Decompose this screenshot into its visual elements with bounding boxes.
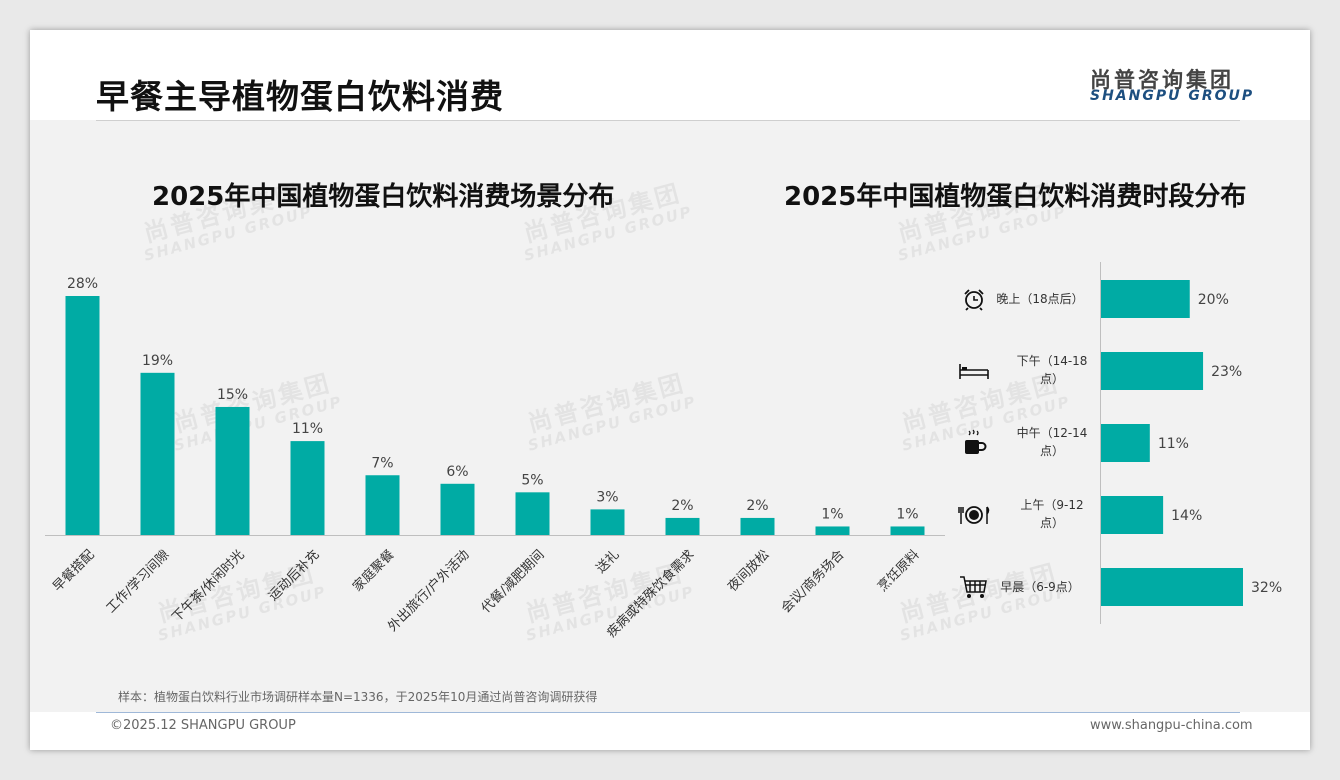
time-bar-chart: 20% 晚上（18点后） 23% 下午（14-18 点） 11% 中午（12-14 点） 14%… [958,262,1282,624]
bar [815,526,850,535]
time-chart-title: 2025年中国植物蛋白饮料消费时段分布 [784,182,1247,212]
data-label: 32% [1251,580,1282,596]
data-label: 3% [596,489,618,505]
bar [740,517,775,535]
footer-divider [96,712,1240,713]
bar [215,406,250,535]
header-divider [96,120,1240,121]
bar [515,492,550,535]
data-label: 11% [1158,436,1189,452]
category-label: 早晨（6-9点） [1000,580,1080,594]
data-label: 6% [446,464,468,480]
category-label: 点） [1040,444,1064,458]
bar [1101,280,1190,318]
data-label: 28% [67,276,98,292]
scene-bar-chart: 28%早餐搭配19%工作/学习间隙15%下午茶/休闲时光11%运动后补充7%家庭… [45,276,945,641]
bar [140,372,175,535]
bar [440,483,475,535]
category-label: 点） [1040,372,1064,386]
slide: 早餐主导植物蛋白饮料消费 尚普咨询集团 SHANGPU GROUP 尚普咨询集团… [30,30,1310,750]
category-label: 晚上（18点后） [996,292,1083,306]
logo-cn: 尚普咨询集团 [1090,68,1234,92]
category-label: 下午（14-18 [1017,354,1088,368]
bar [590,509,625,535]
coffee-cup-icon [965,429,987,454]
bar [1101,424,1150,462]
data-label: 2% [746,498,768,514]
data-label: 2% [671,498,693,514]
page-title: 早餐主导植物蛋白饮料消费 [96,77,504,116]
bar [290,441,325,535]
shopping-cart-icon [960,576,987,598]
bar [65,296,100,535]
data-label: 23% [1211,364,1242,380]
data-label: 19% [142,353,173,369]
category-label: 中午（12-14 [1017,425,1088,440]
bar [665,517,700,535]
logo-en: SHANGPU GROUP [1090,88,1255,104]
bar [890,526,925,535]
data-label: 20% [1198,292,1229,308]
data-label: 15% [217,387,248,403]
data-label: 5% [521,472,543,488]
data-label: 7% [371,455,393,471]
dining-plate-icon [958,506,990,524]
bar [365,475,400,535]
bar [1101,496,1164,534]
copyright: ©2025.12 SHANGPU GROUP [110,718,296,733]
data-label: 14% [1171,508,1202,524]
bar [1101,352,1204,390]
bed-icon [959,364,989,379]
sample-note: 样本：植物蛋白饮料行业市场调研样本量N=1336，于2025年10月通过尚普咨询… [118,690,598,704]
data-label: 1% [896,506,918,522]
website: www.shangpu-china.com [1090,718,1253,733]
bar [1101,568,1243,606]
scene-chart-title: 2025年中国植物蛋白饮料消费场景分布 [152,182,615,212]
category-label: 上午（9-12 [1020,498,1083,512]
data-label: 1% [821,506,843,522]
alarm-clock-icon [964,289,984,311]
category-label: 点） [1040,516,1064,530]
data-label: 11% [292,421,323,437]
